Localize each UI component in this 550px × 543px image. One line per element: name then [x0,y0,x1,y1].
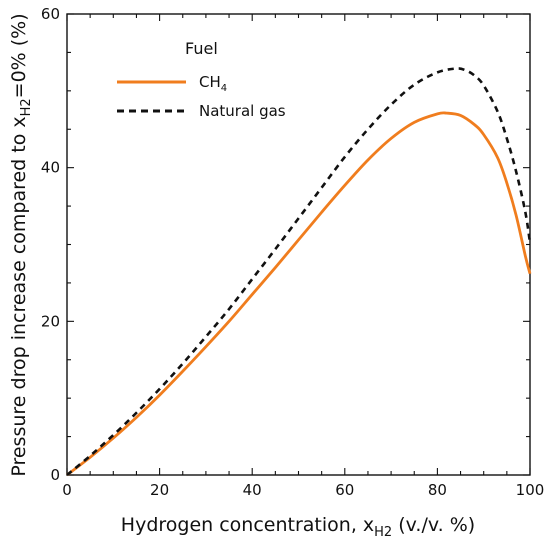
x-tick-label: 20 [150,481,169,499]
y-tick-label: 20 [41,312,60,330]
axis-tick-labels: 0 20 40 60 80 100 0 20 40 60 [41,5,544,499]
y-axis-title-main: Pressure drop increase compared to x [8,116,30,476]
x-axis-title-sub: H2 [374,525,392,540]
x-tick-label: 60 [335,481,354,499]
axis-ticks [66,13,531,476]
legend-title: Fuel [185,39,218,58]
series-line-natural-gas [66,67,532,477]
y-tick-label: 0 [50,466,60,484]
legend-label-ch4-sub: 4 [221,83,227,94]
x-tick-label: 0 [62,481,72,499]
legend: Fuel CH4 Natural gas [117,39,286,120]
series-layer [66,67,532,477]
x-axis-title-main: Hydrogen concentration, x [121,514,374,536]
x-axis-title-suffix: (v./v. %) [392,514,475,536]
series-line-ch4 [66,111,532,477]
x-tick-label: 80 [428,481,447,499]
y-axis-title: Pressure drop increase compared to xH2=0… [8,13,34,476]
legend-label-natural-gas: Natural gas [199,102,286,120]
y-tick-label: 60 [41,5,60,23]
x-tick-label: 100 [516,481,545,499]
x-axis-title: Hydrogen concentration, xH2 (v./v. %) [121,514,475,540]
legend-label-ch4-main: CH [199,73,221,91]
y-tick-label: 40 [41,159,60,177]
y-axis-title-suffix: =0% (%) [8,13,30,98]
y-axis-title-sub: H2 [19,98,34,116]
legend-label-ch4: CH4 [199,73,227,94]
x-tick-label: 40 [243,481,262,499]
